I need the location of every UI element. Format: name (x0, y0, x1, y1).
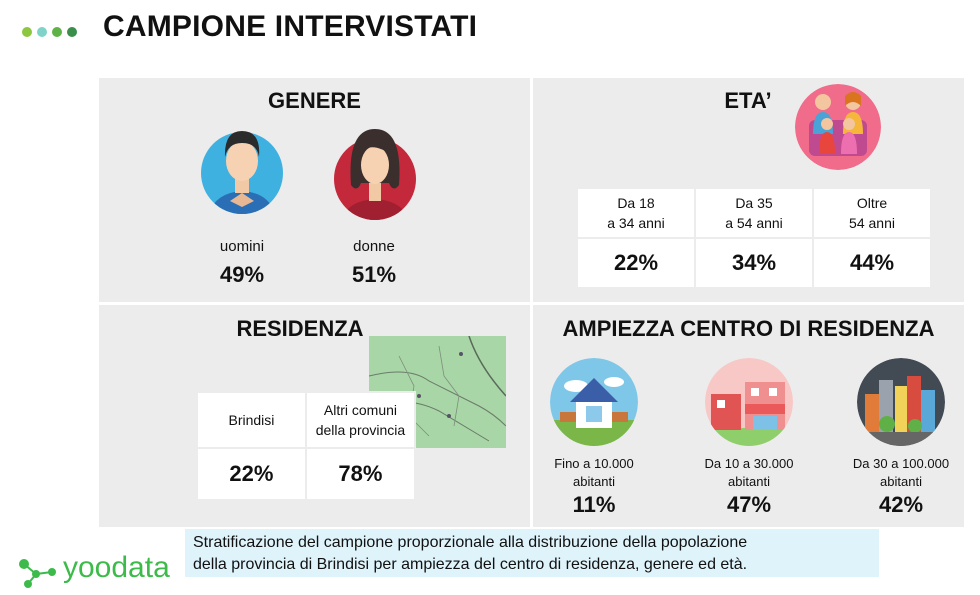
women-value: 51% (351, 262, 397, 287)
town-icon (705, 358, 793, 446)
residenza-value: 78% (304, 447, 417, 501)
residenza-title: RESIDENZA (236, 316, 364, 341)
ampiezza-label: Da 30 a 100.000 abitanti (845, 455, 957, 491)
men-value: 49% (219, 262, 265, 287)
ampiezza-label-line1: Da 30 a 100.000 (852, 456, 950, 471)
ampiezza-label-line1: Fino a 10.000 (554, 456, 634, 471)
eta-value: 22% (576, 237, 696, 289)
man-avatar-icon (200, 123, 284, 219)
eta-value: 44% (812, 237, 932, 289)
logo-text: yoodata (63, 551, 170, 584)
page-title: CAMPIONE INTERVISTATI (103, 10, 478, 43)
header-dot (22, 27, 32, 37)
ampiezza-value: 11% (572, 492, 616, 517)
eta-title: ETA’ (724, 88, 772, 113)
ampiezza-label: Fino a 10.000 abitanti (544, 455, 644, 491)
header-dot (37, 27, 47, 37)
residenza-value: 22% (196, 447, 307, 501)
eta-label-line1: Da 35 (735, 195, 773, 211)
eta-cell: Oltre 54 anni (812, 187, 932, 239)
residenza-label-line2: della provincia (315, 422, 406, 438)
eta-cell: Da 35 a 54 anni (694, 187, 814, 239)
caption-box: Stratificazione del campione proporziona… (185, 529, 879, 577)
ampiezza-value: 42% (878, 492, 924, 517)
molecule-logo-icon (14, 556, 60, 590)
ampiezza-label: Da 10 a 30.000 abitanti (694, 455, 804, 491)
ampiezza-value: 47% (726, 492, 772, 517)
residenza-cell: Brindisi (196, 391, 307, 449)
eta-label-line1: Oltre (856, 195, 888, 211)
panel-genere (99, 78, 530, 302)
family-icon (795, 84, 881, 170)
caption-line1: Stratificazione del campione proporziona… (193, 534, 748, 551)
residenza-cell: Altri comuni della provincia (304, 391, 417, 449)
eta-table: Da 18 a 34 anni Da 35 a 54 anni Oltre 54… (576, 187, 932, 289)
ampiezza-label-line2: abitanti (573, 474, 615, 489)
house-icon (550, 358, 638, 446)
residenza-table: Brindisi Altri comuni della provincia 22… (196, 391, 417, 501)
header-dot (52, 27, 62, 37)
eta-label-line2: 54 anni (849, 215, 895, 231)
women-label: donne (353, 238, 395, 255)
ampiezza-label-line2: abitanti (880, 474, 922, 489)
city-icon (857, 358, 945, 446)
eta-label-line1: Da 18 (617, 195, 655, 211)
ampiezza-label-line2: abitanti (728, 474, 770, 489)
ampiezza-title: AMPIEZZA CENTRO DI RESIDENZA (562, 316, 935, 341)
woman-avatar-icon (333, 123, 417, 223)
residenza-label: Brindisi (228, 412, 275, 428)
caption-line2: della provincia di Brindisi per ampiezza… (193, 556, 748, 573)
genere-title: GENERE (268, 88, 361, 113)
men-label: uomini (219, 238, 265, 255)
residenza-label-line1: Altri comuni (323, 402, 398, 418)
eta-value: 34% (694, 237, 814, 289)
eta-label-line2: a 54 anni (725, 215, 783, 231)
eta-cell: Da 18 a 34 anni (576, 187, 696, 239)
header-dot (67, 27, 77, 37)
eta-label-line2: a 34 anni (607, 215, 665, 231)
ampiezza-label-line1: Da 10 a 30.000 (704, 456, 794, 471)
header-dots (22, 27, 77, 37)
